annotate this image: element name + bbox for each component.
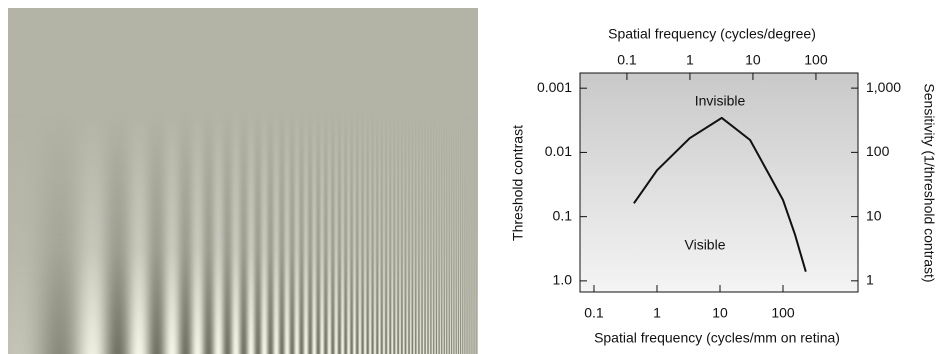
- annotation: Invisible: [695, 93, 746, 109]
- y2-axis-label: Sensitivity (1/threshold contrast): [921, 83, 937, 282]
- x-tick-label: 100: [771, 305, 795, 321]
- contrast-grating: [8, 8, 478, 354]
- annotation: Visible: [685, 237, 726, 253]
- x2-tick-label: 1: [686, 52, 694, 68]
- x-tick-label: 1: [653, 305, 661, 321]
- y2-tick-label: 100: [866, 143, 890, 159]
- x2-tick-label: 0.1: [617, 52, 637, 68]
- y-tick-label: 0.01: [545, 143, 572, 159]
- y2-tick-label: 1: [866, 272, 874, 288]
- x-tick-label: 0.1: [584, 305, 604, 321]
- x-axis-label: Spatial frequency (cycles/mm on retina): [594, 330, 840, 346]
- x2-tick-label: 10: [745, 52, 761, 68]
- y-tick-label: 1.0: [553, 272, 573, 288]
- y-tick-label: 0.001: [537, 79, 572, 95]
- figure: Invisible Visible Spatial frequency (cyc…: [0, 0, 938, 354]
- x2-axis-label: Spatial frequency (cycles/degree): [608, 26, 816, 42]
- y2-tick-label: 10: [866, 207, 882, 223]
- y-tick-label: 0.1: [553, 207, 573, 223]
- x2-tick-label: 100: [804, 52, 828, 68]
- y-axis-label: Threshold contrast: [510, 125, 526, 241]
- x-tick-label: 10: [712, 305, 728, 321]
- y2-tick-label: 1,000: [866, 79, 901, 95]
